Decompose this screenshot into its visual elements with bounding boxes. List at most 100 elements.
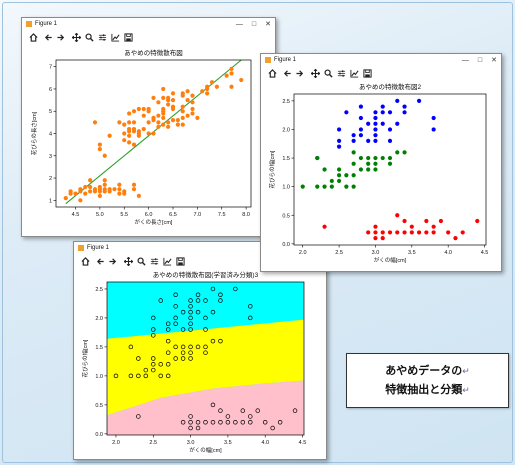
data-point xyxy=(210,286,216,292)
close-button[interactable]: ✕ xyxy=(265,21,271,28)
home-icon[interactable] xyxy=(268,68,277,78)
data-point xyxy=(173,356,178,361)
pan-icon[interactable] xyxy=(311,68,320,78)
home-icon[interactable] xyxy=(29,32,38,42)
data-point xyxy=(195,344,201,350)
figure-window-3: Figure 1 あやめの特徴散布図(学習済み分類)3 2.0 2.5 3.0 3.5 4… xyxy=(73,241,327,460)
y-tick-label: 1.0 xyxy=(282,185,290,191)
x-tick-label: 4.0 xyxy=(261,440,269,446)
home-icon[interactable] xyxy=(81,256,90,266)
pan-icon[interactable] xyxy=(72,32,81,42)
minimize-button[interactable]: — xyxy=(235,20,243,28)
data-point xyxy=(166,95,171,100)
data-point xyxy=(185,97,190,103)
data-point xyxy=(161,122,166,127)
data-point xyxy=(180,115,185,121)
data-point xyxy=(373,138,378,144)
y-tick-label: 1.5 xyxy=(95,345,103,351)
chart-title: あやめの特徴散布図(学習済み分類)3 xyxy=(153,270,259,279)
configure-subplots-icon[interactable] xyxy=(150,257,159,266)
data-point xyxy=(117,191,122,196)
data-point xyxy=(151,131,156,136)
minimize-button[interactable]: — xyxy=(461,56,469,64)
data-point xyxy=(402,104,407,109)
data-point xyxy=(180,420,186,425)
data-point xyxy=(173,304,178,309)
data-point xyxy=(218,408,223,413)
data-point xyxy=(102,187,107,192)
x-axis-label: がくの長さ[cm] xyxy=(135,218,173,226)
data-point xyxy=(336,167,342,172)
data-point xyxy=(336,127,342,132)
save-icon[interactable] xyxy=(176,256,185,266)
edit-axis-icon[interactable] xyxy=(163,257,172,266)
zoom-icon[interactable] xyxy=(137,256,146,266)
back-arrow-icon[interactable] xyxy=(96,257,105,266)
forward-arrow-icon[interactable] xyxy=(109,257,118,266)
data-point xyxy=(344,184,349,189)
data-point xyxy=(180,344,186,350)
data-point xyxy=(131,120,137,125)
data-point xyxy=(173,292,178,298)
data-point xyxy=(173,315,178,321)
maximize-button[interactable]: □ xyxy=(477,56,483,64)
data-point xyxy=(180,104,185,109)
region-middle xyxy=(107,319,304,416)
data-point xyxy=(336,144,342,149)
data-point xyxy=(136,356,141,361)
edit-axis-icon[interactable] xyxy=(350,69,359,78)
data-point xyxy=(358,104,364,109)
x-tick-label: 7.0 xyxy=(194,212,202,218)
data-point xyxy=(88,178,93,183)
data-point xyxy=(366,155,371,161)
data-point xyxy=(161,106,166,112)
configure-subplots-icon[interactable] xyxy=(98,33,107,42)
data-point xyxy=(395,213,400,218)
data-point xyxy=(141,126,146,132)
save-icon[interactable] xyxy=(363,68,372,78)
data-point xyxy=(402,150,407,155)
toolbar xyxy=(74,254,326,268)
data-point xyxy=(373,127,378,132)
zoom-icon[interactable] xyxy=(85,32,94,42)
data-point xyxy=(180,122,185,127)
data-point xyxy=(188,414,193,419)
forward-arrow-icon[interactable] xyxy=(296,69,305,78)
data-point xyxy=(131,109,137,114)
maximize-button[interactable]: □ xyxy=(251,20,257,28)
figure-app-icon xyxy=(265,57,271,63)
close-button[interactable]: ✕ xyxy=(491,57,497,64)
data-point xyxy=(373,110,378,115)
data-point xyxy=(233,286,238,292)
pan-icon[interactable] xyxy=(124,256,133,266)
data-point xyxy=(203,344,208,350)
zoom-icon[interactable] xyxy=(324,68,333,78)
data-point xyxy=(143,373,149,379)
data-point xyxy=(395,98,400,103)
y-tick-label: 6 xyxy=(49,87,52,93)
forward-arrow-icon[interactable] xyxy=(57,33,66,42)
data-point xyxy=(83,191,88,196)
data-point xyxy=(387,127,393,132)
data-point xyxy=(438,218,444,224)
data-point xyxy=(188,344,193,350)
data-point xyxy=(203,350,208,355)
data-point xyxy=(409,224,414,229)
back-arrow-icon[interactable] xyxy=(283,69,292,78)
data-point xyxy=(373,230,378,235)
data-point xyxy=(151,315,156,321)
data-point xyxy=(218,338,223,344)
edit-axis-icon[interactable] xyxy=(111,33,120,42)
configure-subplots-icon[interactable] xyxy=(337,69,346,78)
data-point xyxy=(175,118,180,123)
data-point xyxy=(351,133,356,138)
data-point xyxy=(136,106,141,112)
back-arrow-icon[interactable] xyxy=(44,33,53,42)
data-point xyxy=(73,191,78,196)
data-point xyxy=(180,350,186,355)
data-point xyxy=(165,321,171,326)
save-icon[interactable] xyxy=(124,32,133,42)
data-point xyxy=(146,106,151,112)
data-point xyxy=(351,150,356,155)
data-point xyxy=(68,189,73,194)
